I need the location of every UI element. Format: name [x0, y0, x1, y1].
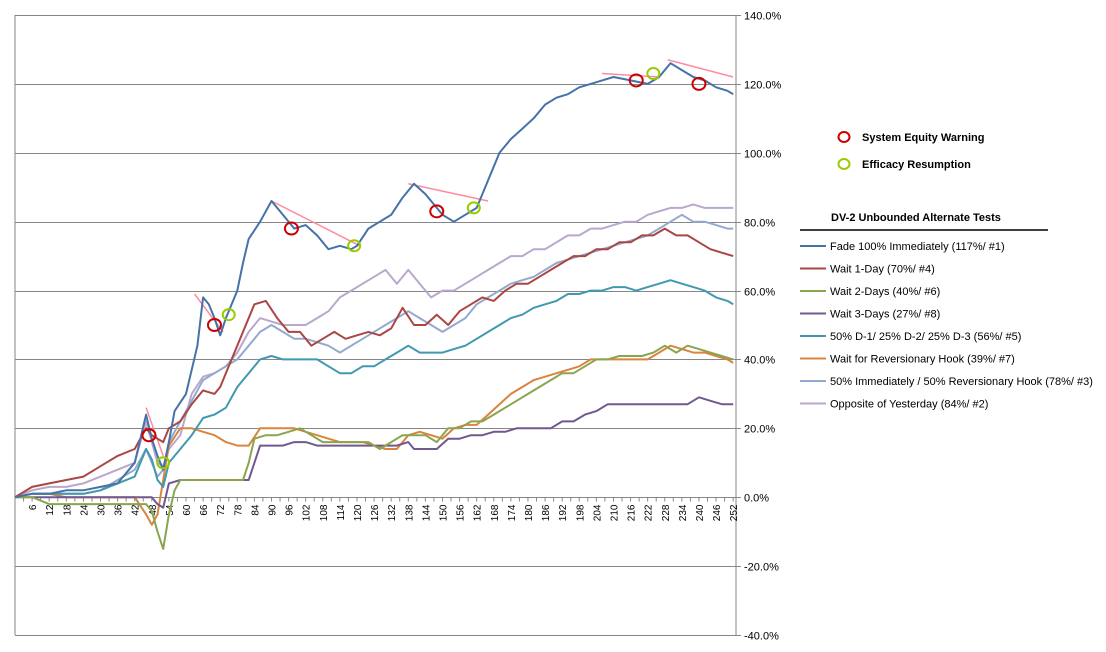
marker-legend-symbol: [837, 158, 851, 170]
series-line: [14, 279, 734, 499]
y-tick-label: 140.0%: [744, 11, 782, 23]
x-tick-label: 84: [250, 504, 261, 516]
x-tick-label: 126: [370, 504, 381, 521]
marker-legend-symbol: [837, 131, 851, 143]
series-line: [14, 62, 734, 499]
x-tick-label: 150: [438, 504, 449, 521]
legend-label: Opposite of Yesterday (84%/ #2): [830, 399, 988, 411]
x-tick-label: 30: [96, 504, 107, 516]
x-tick-label: 168: [490, 504, 501, 521]
series-line: [15, 344, 734, 550]
system-equity-warning-marker: [141, 428, 157, 443]
x-tick-label: 228: [661, 504, 672, 521]
y-tick-label: 120.0%: [744, 80, 782, 92]
x-tick-label: 162: [473, 504, 484, 521]
trendline: [193, 293, 224, 333]
legend-label: 50% D-1/ 25% D-2/ 25% D-3 (56%/ #5): [830, 331, 1021, 343]
legend-label: Wait 1-Day (70%/ #4): [830, 264, 935, 276]
system-equity-warning-marker: [206, 318, 222, 332]
x-tick-label: 12: [45, 504, 56, 516]
x-tick-label: 204: [592, 504, 603, 521]
x-tick-label: 144: [421, 504, 432, 521]
series-line: [14, 203, 734, 499]
x-tick-label: 108: [319, 504, 330, 521]
x-tick-label: 234: [678, 504, 689, 521]
efficacy-resumption-marker: [466, 201, 481, 215]
series-line: [14, 344, 734, 526]
marker-legend-label: System Equity Warning: [862, 132, 984, 144]
x-tick-label: 120: [353, 504, 364, 521]
x-tick-label: 60: [182, 504, 193, 516]
y-tick-label: 0.0%: [744, 493, 769, 505]
trendline: [602, 72, 660, 78]
x-tick-label: 72: [216, 504, 227, 516]
efficacy-resumption-marker: [347, 239, 362, 253]
trendlines: [145, 59, 734, 457]
system-equity-warning-marker: [283, 221, 299, 236]
x-tick-label: 174: [507, 504, 518, 521]
trendline: [667, 59, 734, 78]
series-line: [15, 396, 734, 509]
legend-label: Wait for Reversionary Hook (39%/ #7): [830, 354, 1015, 366]
legend-title: DV-2 Unbounded Alternate Tests: [831, 212, 1001, 224]
efficacy-resumption-marker: [221, 308, 236, 322]
x-tick-label: 132: [387, 504, 398, 521]
y-tick-label: -20.0%: [744, 562, 779, 574]
x-tick-label: 222: [644, 504, 655, 521]
efficacy-resumption-marker: [646, 67, 661, 81]
x-tick-label: 198: [575, 504, 586, 521]
x-tick-label: 246: [712, 504, 723, 521]
y-tick-label: 40.0%: [744, 355, 775, 367]
y-tick-label: 100.0%: [744, 149, 782, 161]
legend-label: Wait 3-Days (27%/ #8): [830, 309, 940, 321]
system-equity-warning-marker: [429, 204, 445, 219]
y-tick-label: 20.0%: [744, 424, 775, 436]
marker-legend-label: Efficacy Resumption: [862, 159, 971, 171]
x-tick-label: 36: [114, 504, 125, 516]
x-tick-label: 216: [627, 504, 638, 521]
x-tick-label: 240: [695, 504, 706, 521]
y-tick-label: -40.0%: [744, 631, 779, 643]
grid-lines: [15, 15, 736, 636]
system-equity-warning-marker: [628, 73, 644, 88]
x-tick-label: 6: [28, 504, 39, 510]
efficacy-resumption-marker: [156, 456, 171, 470]
legend-label: 50% Immediately / 50% Reversionary Hook …: [830, 376, 1093, 388]
x-tick-label: 186: [541, 504, 552, 521]
x-tick-label: 138: [404, 504, 415, 521]
series-lines: [14, 62, 734, 550]
x-tick-label: 42: [131, 504, 142, 516]
x-tick-label: 24: [79, 504, 90, 516]
event-markers: [141, 67, 707, 470]
x-tick-label: 96: [285, 504, 296, 516]
x-tick-label: 180: [524, 504, 535, 521]
series-line: [14, 213, 734, 499]
system-equity-warning-marker: [691, 76, 707, 91]
legend: System Equity Warning Efficacy Resumption…: [800, 131, 1093, 411]
series-line: [14, 227, 734, 499]
x-tick-label: 90: [267, 504, 278, 516]
trendline: [271, 200, 361, 247]
x-tick-label: 114: [336, 504, 347, 520]
x-tick-label: 102: [302, 504, 313, 521]
y-tick-label: 60.0%: [744, 287, 775, 299]
trendline: [408, 183, 489, 202]
legend-label: Fade 100% Immediately (117%/ #1): [830, 241, 1005, 253]
x-tick-label: 66: [199, 504, 210, 516]
x-tick-label: 156: [456, 504, 467, 521]
x-tick-label: 18: [62, 504, 73, 516]
x-tick-label: 210: [609, 504, 620, 521]
x-tick-label: 48: [148, 504, 159, 516]
x-tick-label: 192: [558, 504, 569, 521]
legend-label: Wait 2-Days (40%/ #6): [830, 286, 940, 298]
x-tick-label: 252: [729, 504, 740, 521]
y-tick-label: 80.0%: [744, 218, 775, 230]
x-tick-label: 78: [233, 504, 244, 516]
